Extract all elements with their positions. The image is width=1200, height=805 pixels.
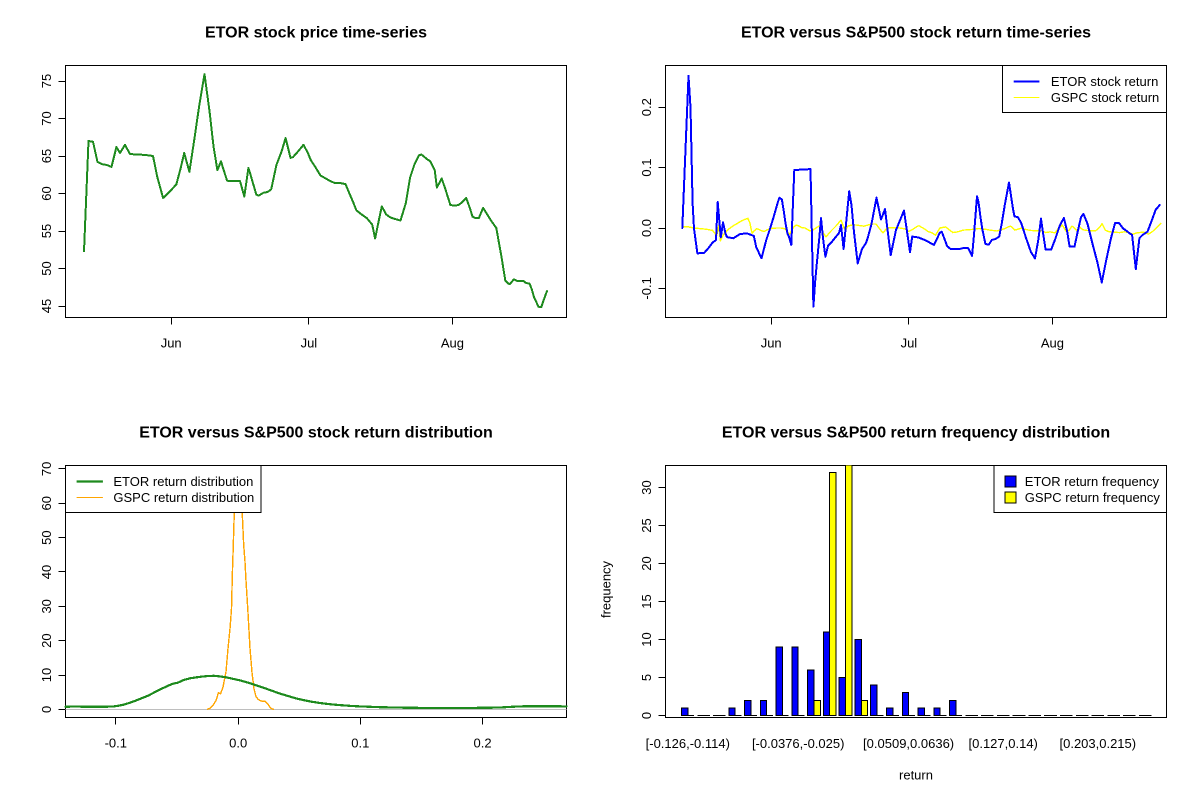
svg-text:ETOR return frequency: ETOR return frequency: [1025, 474, 1160, 489]
svg-text:50: 50: [39, 261, 54, 275]
svg-text:0: 0: [639, 712, 654, 719]
svg-text:[0.127,0.14): [0.127,0.14): [969, 736, 1038, 751]
svg-text:75: 75: [39, 74, 54, 88]
svg-text:ETOR return distribution: ETOR return distribution: [113, 474, 253, 489]
svg-text:[-0.126,-0.114): [-0.126,-0.114): [646, 736, 730, 751]
svg-text:Jun: Jun: [161, 336, 182, 351]
svg-text:10: 10: [39, 668, 54, 682]
svg-text:0: 0: [39, 706, 54, 713]
svg-text:ETOR versus S&P500 stock retur: ETOR versus S&P500 stock return time-ser…: [741, 25, 1091, 42]
svg-text:45: 45: [39, 299, 54, 313]
svg-text:0.0: 0.0: [639, 219, 654, 237]
svg-text:GSPC stock return: GSPC stock return: [1051, 90, 1159, 105]
svg-text:return: return: [899, 768, 933, 783]
svg-text:ETOR stock return: ETOR stock return: [1051, 74, 1158, 89]
svg-text:60: 60: [39, 496, 54, 510]
svg-text:0.1: 0.1: [639, 159, 654, 177]
svg-text:5: 5: [639, 674, 654, 681]
svg-text:20: 20: [639, 556, 654, 570]
svg-text:GSPC return distribution: GSPC return distribution: [113, 490, 254, 505]
svg-text:0.1: 0.1: [351, 736, 369, 751]
svg-text:[0.203,0.215): [0.203,0.215): [1059, 736, 1136, 751]
svg-text:0.2: 0.2: [639, 98, 654, 116]
svg-text:60: 60: [39, 186, 54, 200]
svg-text:GSPC return frequency: GSPC return frequency: [1025, 490, 1161, 505]
svg-text:Aug: Aug: [441, 336, 464, 351]
svg-text:Aug: Aug: [1041, 336, 1064, 351]
svg-text:-0.1: -0.1: [639, 277, 654, 299]
svg-text:55: 55: [39, 224, 54, 238]
svg-text:Jun: Jun: [761, 336, 782, 351]
svg-text:ETOR versus S&P500 stock retur: ETOR versus S&P500 stock return distribu…: [139, 425, 493, 442]
svg-text:70: 70: [39, 111, 54, 125]
svg-text:ETOR stock price time-series: ETOR stock price time-series: [205, 25, 427, 42]
svg-text:[-0.0376,-0.025): [-0.0376,-0.025): [752, 736, 845, 751]
svg-text:frequency: frequency: [599, 560, 614, 618]
svg-text:30: 30: [639, 480, 654, 494]
svg-text:40: 40: [39, 565, 54, 579]
svg-text:15: 15: [639, 594, 654, 608]
svg-text:-0.1: -0.1: [105, 736, 127, 751]
svg-text:10: 10: [639, 632, 654, 646]
svg-text:Jul: Jul: [901, 336, 918, 351]
svg-text:70: 70: [39, 462, 54, 476]
svg-text:0.2: 0.2: [474, 736, 492, 751]
svg-text:Jul: Jul: [301, 336, 318, 351]
svg-text:[0.0509,0.0636): [0.0509,0.0636): [863, 736, 954, 751]
svg-text:30: 30: [39, 599, 54, 613]
svg-text:20: 20: [39, 633, 54, 647]
svg-text:65: 65: [39, 149, 54, 163]
svg-text:50: 50: [39, 530, 54, 544]
svg-text:25: 25: [639, 518, 654, 532]
svg-text:0.0: 0.0: [229, 736, 247, 751]
svg-text:ETOR versus S&P500 return freq: ETOR versus S&P500 return frequency dist…: [722, 425, 1110, 442]
